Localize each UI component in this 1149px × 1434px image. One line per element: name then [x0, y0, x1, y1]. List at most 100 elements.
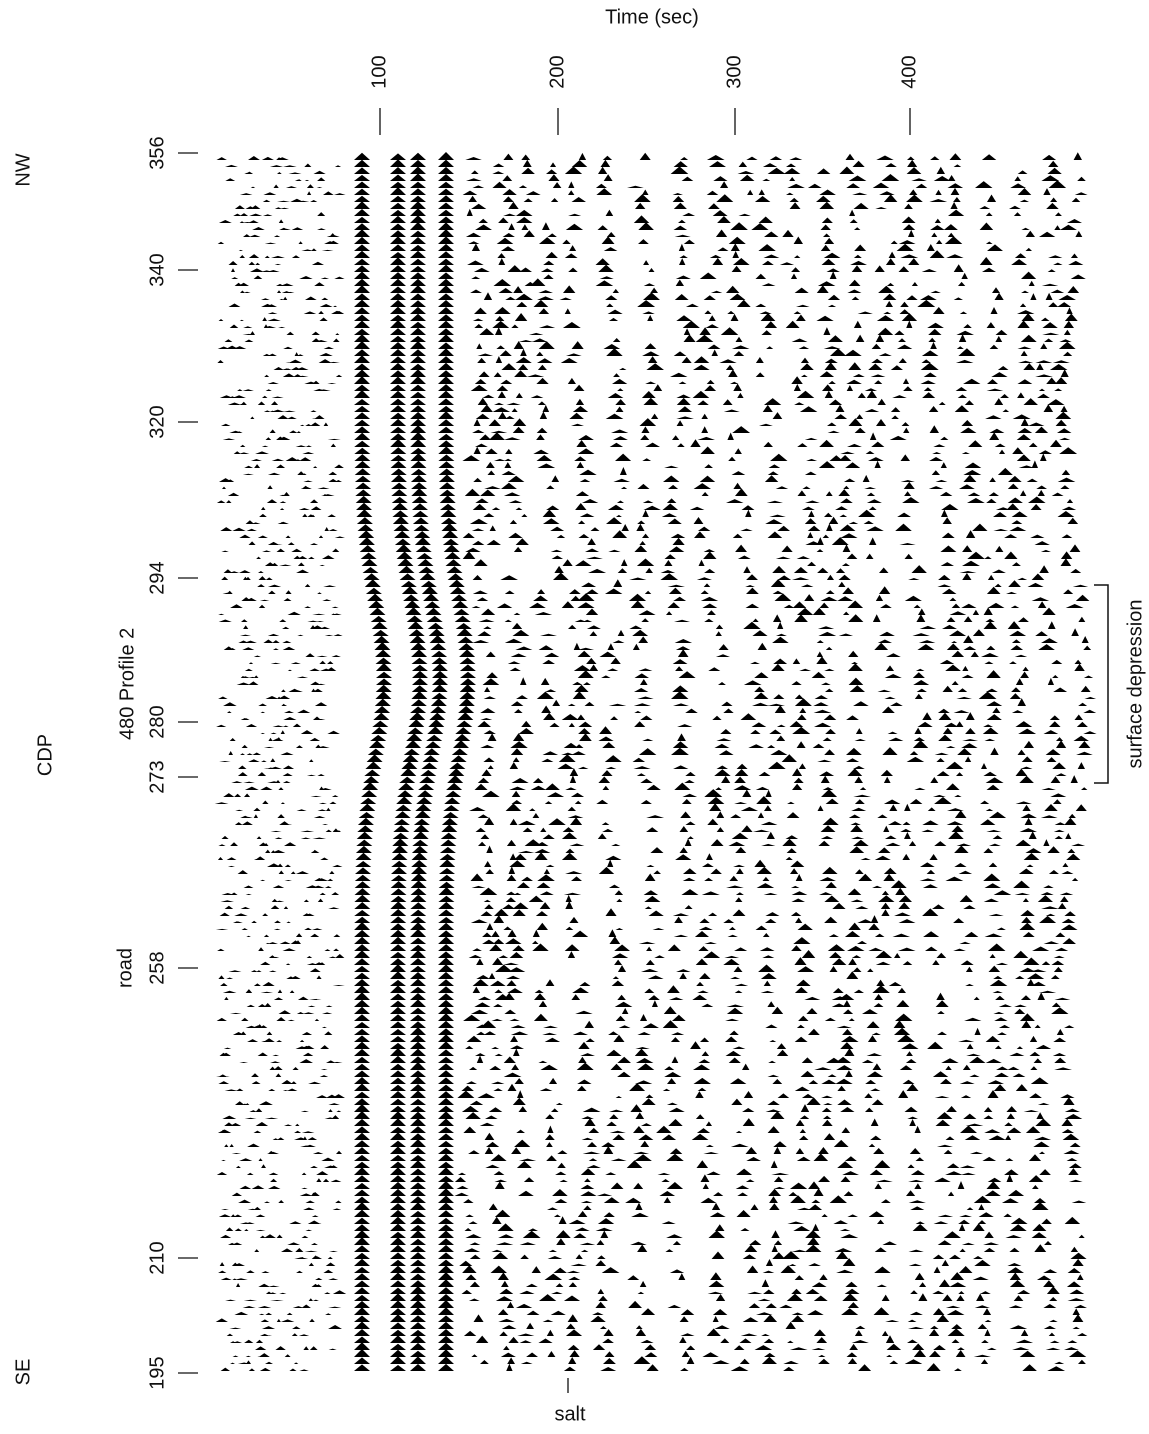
- wiggle-trace: [256, 551, 1073, 559]
- wiggle-trace: [227, 859, 1069, 867]
- wiggle-trace: [265, 936, 1076, 944]
- wiggle-trace: [262, 348, 1073, 356]
- wiggle-trace: [263, 404, 1068, 412]
- wiggle-trace: [221, 831, 1072, 839]
- cdp-tick-label: 210: [146, 1241, 168, 1274]
- wiggle-trace: [227, 705, 1097, 713]
- wiggle-trace: [217, 1125, 1074, 1133]
- wiggle-trace: [264, 369, 1069, 377]
- wiggle-trace: [220, 894, 1069, 902]
- wiggle-trace: [234, 817, 1077, 825]
- wiggle-trace: [220, 1230, 1085, 1238]
- wiggle-trace: [244, 166, 1062, 174]
- wiggle-trace: [240, 439, 1062, 447]
- wiggle-trace: [221, 544, 1081, 552]
- wiggle-trace: [231, 264, 1056, 272]
- wiggle-trace: [218, 614, 1086, 622]
- time-tick-label: 400: [898, 55, 920, 88]
- cdp-axis-title: CDP: [34, 734, 56, 776]
- wiggle-trace: [316, 1090, 1075, 1098]
- wiggle-trace: [218, 971, 1060, 979]
- wiggle-trace: [224, 1139, 1081, 1147]
- wiggle-trace: [262, 194, 1081, 202]
- wiggle-trace: [218, 215, 1082, 223]
- wiggle-trace: [222, 481, 1070, 489]
- wiggle-trace: [220, 523, 1027, 531]
- wiggle-trace: [244, 460, 1038, 468]
- wiggle-trace: [243, 880, 1054, 888]
- wiggle-trace: [229, 1321, 1080, 1329]
- wiggle-trace: [221, 418, 1067, 426]
- wiggle-trace: [239, 530, 1073, 538]
- wiggle-trace: [216, 1167, 1079, 1175]
- wiggle-trace: [217, 943, 1069, 951]
- wiggle-trace: [221, 887, 1074, 895]
- wiggle-trace: [219, 1258, 1084, 1266]
- wiggle-trace: [244, 663, 1085, 671]
- wiggle-trace: [252, 222, 1077, 230]
- wiggle-trace: [250, 180, 1067, 188]
- wiggle-trace: [222, 985, 1057, 993]
- wiggle-trace: [222, 586, 1074, 594]
- wiggle-trace: [233, 208, 1062, 216]
- wiggle-trace: [214, 796, 1062, 804]
- wiggle-trace: [294, 1251, 1087, 1259]
- wiggle-trace: [218, 1076, 1049, 1084]
- wiggle-trace: [229, 733, 1089, 741]
- wiggle-trace: [219, 474, 1076, 482]
- wiggle-trace: [224, 1118, 1073, 1126]
- wiggle-trace: [229, 425, 1072, 433]
- wiggle-trace: [267, 376, 1068, 384]
- depression-bracket: [1094, 584, 1109, 784]
- wiggle-trace: [259, 509, 1075, 517]
- wiggle-trace: [239, 1181, 1039, 1189]
- wiggle-trace: [242, 467, 1071, 475]
- wiggle-trace: [255, 1342, 1079, 1350]
- time-tick-label: 300: [723, 55, 745, 88]
- salt-label: salt: [554, 1403, 586, 1425]
- wiggle-trace: [237, 866, 1074, 874]
- wiggle-trace: [228, 1237, 1052, 1245]
- wiggle-trace: [224, 334, 1072, 342]
- wiggle-trace: [265, 845, 1076, 853]
- wiggle-trace: [240, 670, 1094, 678]
- wiggle-trace: [219, 754, 1057, 762]
- wiggle-trace: [219, 908, 1076, 916]
- wiggle-trace: [216, 719, 1088, 727]
- se-label: SE: [12, 1359, 34, 1386]
- seismic-traces: [214, 152, 1097, 1371]
- wiggle-trace: [267, 306, 1073, 314]
- wiggle-trace: [216, 1013, 1035, 1021]
- wiggle-trace: [222, 432, 1071, 440]
- cdp-tick-label: 195: [146, 1356, 168, 1389]
- wiggle-trace: [239, 187, 1088, 195]
- wiggle-trace: [224, 992, 1071, 1000]
- wiggle-trace: [238, 761, 1086, 769]
- time-tick-label: 100: [368, 55, 390, 88]
- wiggle-trace: [236, 677, 1055, 685]
- wiggle-trace: [223, 565, 1082, 573]
- wiggle-trace: [219, 1048, 1067, 1056]
- wiggle-trace: [220, 1363, 1066, 1371]
- wiggle-trace: [218, 691, 1097, 699]
- wiggle-trace: [265, 1286, 1085, 1294]
- wiggle-trace: [234, 1307, 1080, 1315]
- wiggle-trace: [237, 383, 1063, 391]
- wiggle-trace: [250, 411, 1072, 419]
- depression-label: surface depression: [1124, 600, 1146, 769]
- wiggle-trace: [223, 789, 1067, 797]
- wiggle-trace: [227, 397, 1065, 405]
- wiggle-trace: [244, 782, 1088, 790]
- wiggle-trace: [221, 572, 1045, 580]
- wiggle-trace: [238, 1195, 1087, 1203]
- wiggle-trace: [243, 621, 1056, 629]
- wiggle-trace: [225, 1223, 1047, 1231]
- wiggle-trace: [231, 1146, 1080, 1154]
- wiggle-trace: [236, 1279, 1082, 1287]
- wiggle-trace: [241, 593, 1090, 601]
- wiggle-trace: [264, 558, 1072, 566]
- wiggle-trace: [217, 355, 1070, 363]
- wiggle-trace: [222, 1111, 1083, 1119]
- wiggle-trace: [235, 803, 1087, 811]
